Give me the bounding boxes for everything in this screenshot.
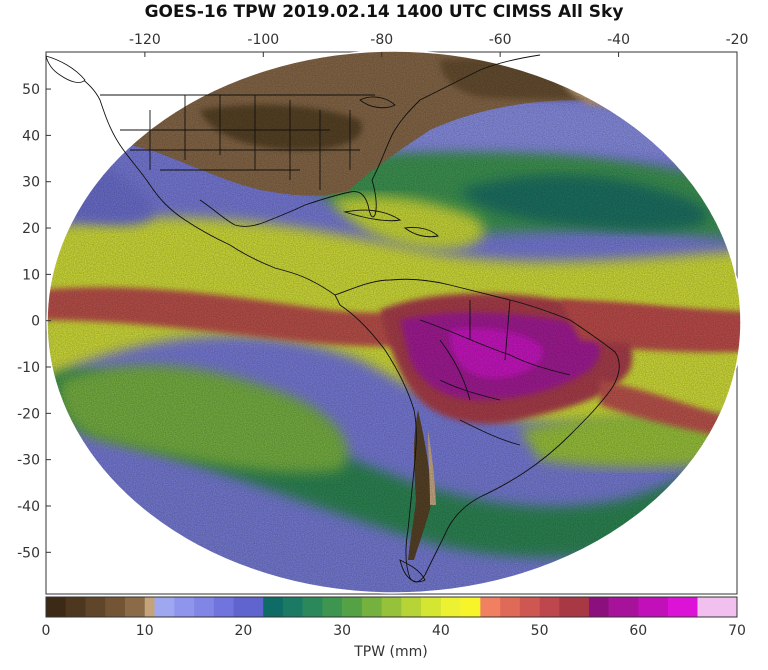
- land-outside-disk: [45, 55, 86, 83]
- latitude-tick-label: 0: [31, 314, 40, 330]
- longitude-axis: -120 -100 -80 -60 -40 -20: [129, 32, 748, 57]
- latitude-tick-label: 20: [22, 221, 40, 237]
- colorbar-bin: [85, 597, 106, 617]
- colorbar-bin: [401, 597, 422, 617]
- colorbar-bin: [154, 597, 175, 617]
- latitude-tick-label: -20: [17, 406, 40, 422]
- colorbar-bin: [667, 597, 698, 617]
- colorbar-bin: [263, 597, 284, 617]
- longitude-tick-label: -100: [247, 32, 279, 48]
- latitude-tick-label: -30: [17, 453, 40, 469]
- colorbar-tick-label: 20: [235, 623, 253, 639]
- latitude-tick-label: 30: [22, 175, 40, 191]
- colorbar-bin: [105, 597, 126, 617]
- colorbar-bin: [342, 597, 363, 617]
- colorbar-tick-label: 10: [136, 623, 154, 639]
- latitude-tick-label: -40: [17, 499, 40, 515]
- colorbar-bin: [124, 597, 146, 617]
- colorbar-bin: [421, 597, 442, 617]
- colorbar-bin: [194, 597, 215, 617]
- colorbar-bin: [174, 597, 195, 617]
- longitude-tick-label: -40: [607, 32, 630, 48]
- colorbar-bin: [381, 597, 402, 617]
- longitude-tick-label: -80: [370, 32, 393, 48]
- colorbar-tick-label: 0: [42, 623, 51, 639]
- latitude-axis: 50 40 30 20 10 0 -10 -20 -30 -40 -50: [17, 82, 51, 561]
- colorbar-bin: [144, 597, 155, 617]
- disk-outline: [46, 50, 742, 594]
- latitude-tick-label: 50: [22, 82, 40, 98]
- longitude-tick-label: -120: [129, 32, 161, 48]
- colorbar-title: TPW (mm): [353, 644, 428, 660]
- colorbar-tick-label: 60: [629, 623, 647, 639]
- colorbar-bin: [440, 597, 461, 617]
- colorbar-bin: [302, 597, 323, 617]
- latitude-tick-label: -10: [17, 360, 40, 376]
- colorbar-border: [45, 596, 738, 618]
- colorbar-bin: [282, 597, 303, 617]
- colorbar-bin: [460, 597, 481, 617]
- colorbar: [45, 596, 738, 618]
- colorbar-bin: [588, 597, 609, 617]
- latitude-tick-label: 10: [22, 267, 40, 283]
- colorbar-tick-label: 40: [432, 623, 450, 639]
- longitude-tick-label: -20: [726, 32, 749, 48]
- colorbar-bin: [559, 597, 590, 617]
- colorbar-tick-label: 50: [531, 623, 549, 639]
- longitude-tick-label: -60: [489, 32, 512, 48]
- colorbar-bin: [519, 597, 540, 617]
- coastlines: [47, 54, 620, 583]
- colorbar-bin: [361, 597, 382, 617]
- colorbar-bin: [638, 597, 669, 617]
- latitude-tick-label: -50: [17, 545, 40, 561]
- colorbar-bin: [65, 597, 86, 617]
- colorbar-bin: [46, 597, 67, 617]
- colorbar-bin: [213, 597, 234, 617]
- colorbar-bin: [697, 597, 738, 617]
- colorbar-bin: [322, 597, 343, 617]
- colorbar-bin: [233, 597, 264, 617]
- map-title: GOES-16 TPW 2019.02.14 1400 UTC CIMSS Al…: [144, 2, 624, 22]
- colorbar-ticks: 0 10 20 30 40 50 60 70: [42, 623, 746, 639]
- colorbar-bin: [480, 597, 501, 617]
- colorbar-tick-label: 30: [333, 623, 351, 639]
- colorbar-tick-label: 70: [728, 623, 746, 639]
- colorbar-bin: [539, 597, 560, 617]
- latitude-tick-label: 40: [22, 128, 40, 144]
- colorbar-bin: [608, 597, 639, 617]
- colorbar-bin: [500, 597, 521, 617]
